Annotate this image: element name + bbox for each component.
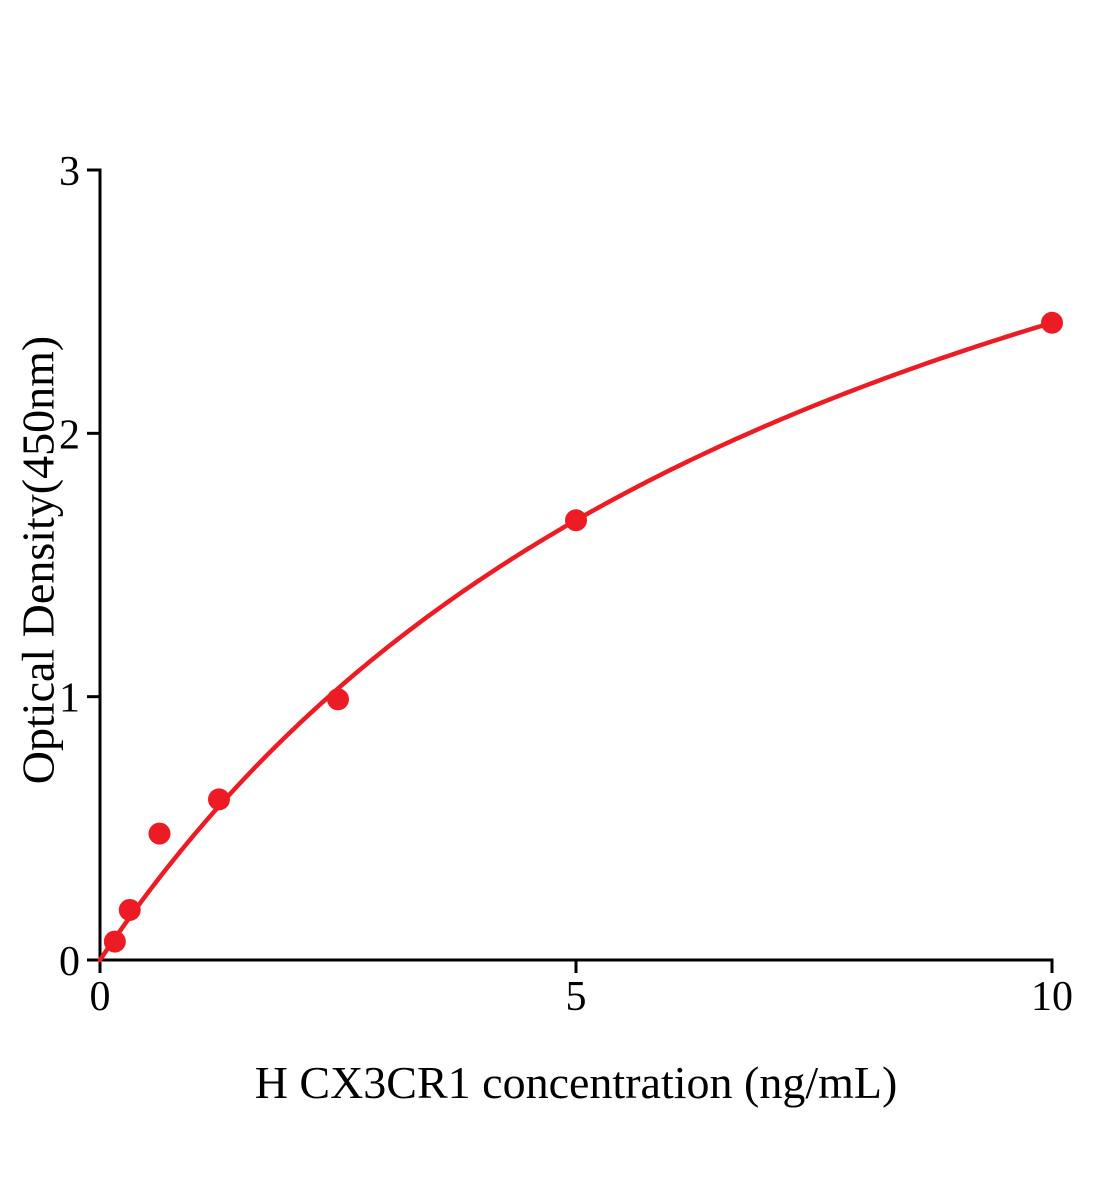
data-point <box>565 509 587 532</box>
data-point <box>103 930 126 953</box>
data-series <box>97 311 1063 963</box>
x-tick-label: 10 <box>1031 974 1073 1020</box>
fit-curve <box>97 320 1055 963</box>
y-tick-label: 3 <box>59 149 80 195</box>
data-point <box>1041 311 1063 334</box>
tick-marks <box>87 168 1054 973</box>
data-point <box>208 788 230 811</box>
data-point <box>118 898 141 921</box>
y-axis-label: Optical Density(450nm) <box>12 335 64 785</box>
x-axis-label: H CX3CR1 concentration (ng/mL) <box>254 1057 898 1108</box>
data-point <box>327 688 349 711</box>
data-point <box>148 822 171 845</box>
axes <box>98 168 1054 962</box>
x-tick-label: 5 <box>566 974 587 1020</box>
y-tick-label: 0 <box>59 939 80 985</box>
tick-labels: 0 5 10 0 1 2 3 <box>59 149 1073 1020</box>
y-tick-label: 1 <box>59 676 80 722</box>
y-tick-label: 2 <box>59 412 80 458</box>
x-tick-label: 0 <box>90 974 111 1020</box>
